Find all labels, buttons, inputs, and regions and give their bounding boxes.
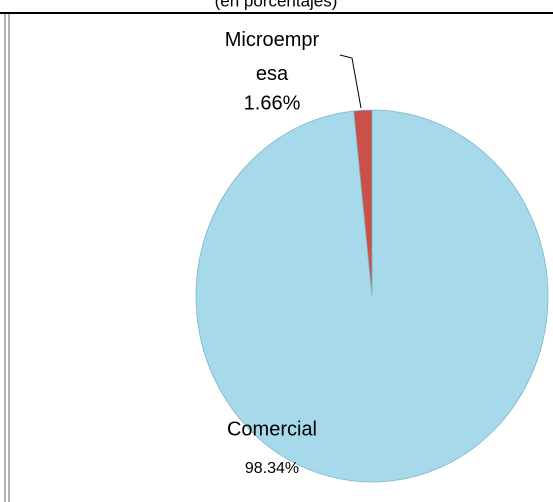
pie-slice — [353, 109, 373, 297]
chart-subtitle: (en porcentajes) — [215, 0, 338, 10]
slice-label: Comercial — [227, 418, 317, 440]
slice-label: Microempresa — [224, 29, 320, 85]
value-label: 98.34% — [245, 460, 299, 477]
leader-line — [339, 54, 362, 109]
value-label: 1.66% — [244, 92, 301, 114]
